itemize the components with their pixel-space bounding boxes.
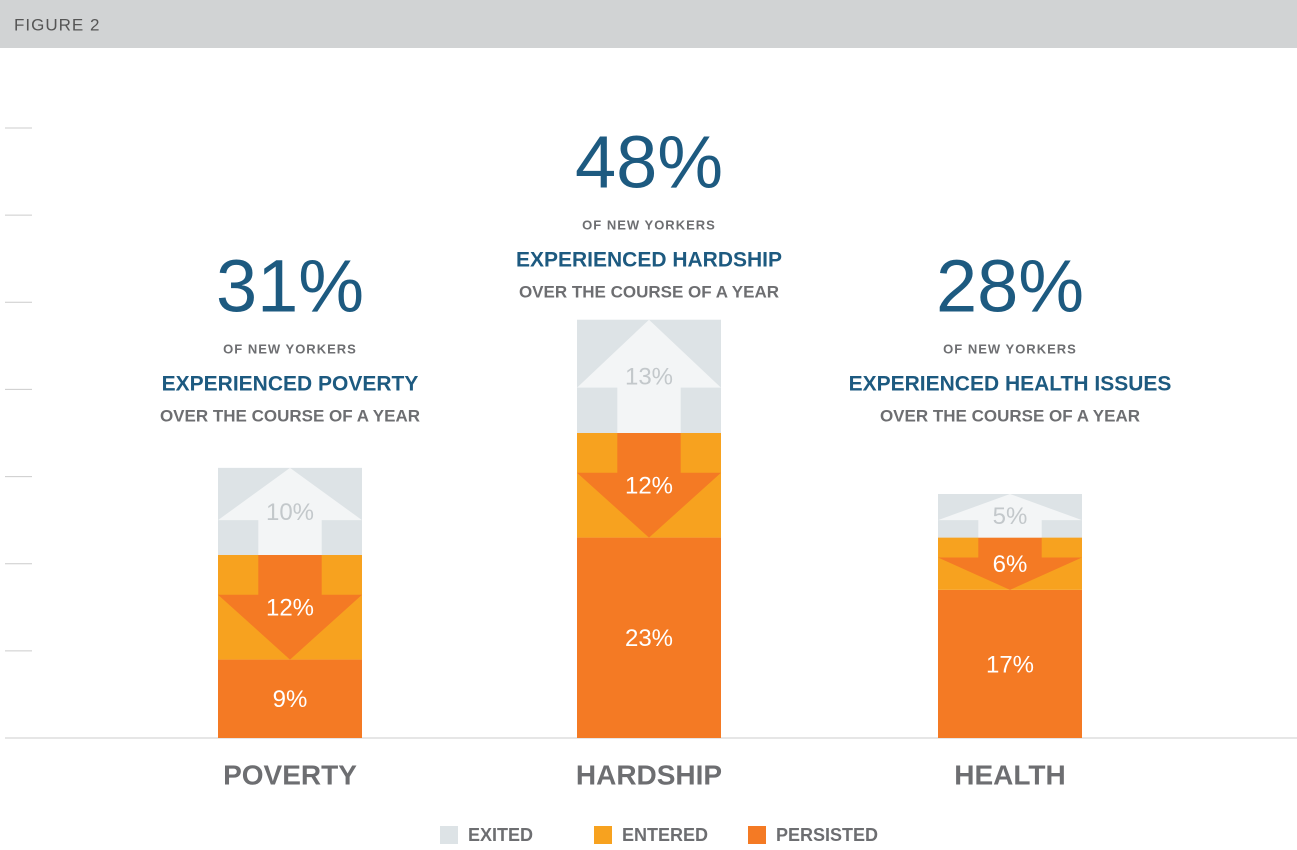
enter-arrow bbox=[577, 433, 721, 538]
annotation-line: OVER THE COURSE OF A YEAR bbox=[160, 406, 420, 425]
value-label: 13% bbox=[625, 364, 673, 391]
annotation-total: 28% bbox=[936, 245, 1084, 328]
enter-arrow bbox=[938, 537, 1082, 590]
exit-arrow bbox=[938, 494, 1082, 538]
annotation-line: OF NEW YORKERS bbox=[943, 341, 1077, 356]
value-label: 5% bbox=[993, 503, 1028, 530]
annotation-line: OF NEW YORKERS bbox=[223, 341, 357, 356]
legend-label: ENTERED bbox=[622, 825, 708, 845]
enter-arrow bbox=[218, 555, 362, 660]
header-title: FIGURE 2 bbox=[14, 15, 100, 34]
bar-segment bbox=[577, 537, 721, 738]
value-label: 12% bbox=[625, 473, 673, 500]
annotation-total: 31% bbox=[216, 245, 364, 328]
bar-segment bbox=[218, 659, 362, 738]
annotation-heading: EXPERIENCED HEALTH ISSUES bbox=[849, 373, 1172, 396]
annotation-total: 48% bbox=[575, 121, 723, 204]
annotation-heading: EXPERIENCED HARDSHIP bbox=[516, 249, 782, 272]
annotation-line: OF NEW YORKERS bbox=[582, 217, 716, 232]
legend-label: PERSISTED bbox=[776, 825, 878, 845]
value-label: 10% bbox=[266, 499, 314, 526]
exit-arrow bbox=[577, 319, 721, 433]
value-label: 9% bbox=[273, 686, 308, 713]
x-tick-label: HEALTH bbox=[954, 759, 1065, 790]
value-label: 17% bbox=[986, 651, 1034, 678]
legend-swatch bbox=[594, 826, 612, 844]
annotation-line: OVER THE COURSE OF A YEAR bbox=[880, 406, 1140, 425]
legend-swatch bbox=[440, 826, 458, 844]
value-label: 23% bbox=[625, 625, 673, 652]
value-label: 6% bbox=[993, 551, 1028, 578]
value-label: 12% bbox=[266, 595, 314, 622]
annotation-heading: EXPERIENCED POVERTY bbox=[162, 373, 419, 396]
exit-arrow bbox=[218, 467, 362, 555]
bar-segment bbox=[938, 589, 1082, 738]
legend-label: EXITED bbox=[468, 825, 533, 845]
x-tick-label: POVERTY bbox=[223, 759, 357, 790]
x-tick-label: HARDSHIP bbox=[576, 759, 722, 790]
header-bar bbox=[0, 0, 1297, 48]
legend-swatch bbox=[748, 826, 766, 844]
annotation-line: OVER THE COURSE OF A YEAR bbox=[519, 282, 779, 301]
